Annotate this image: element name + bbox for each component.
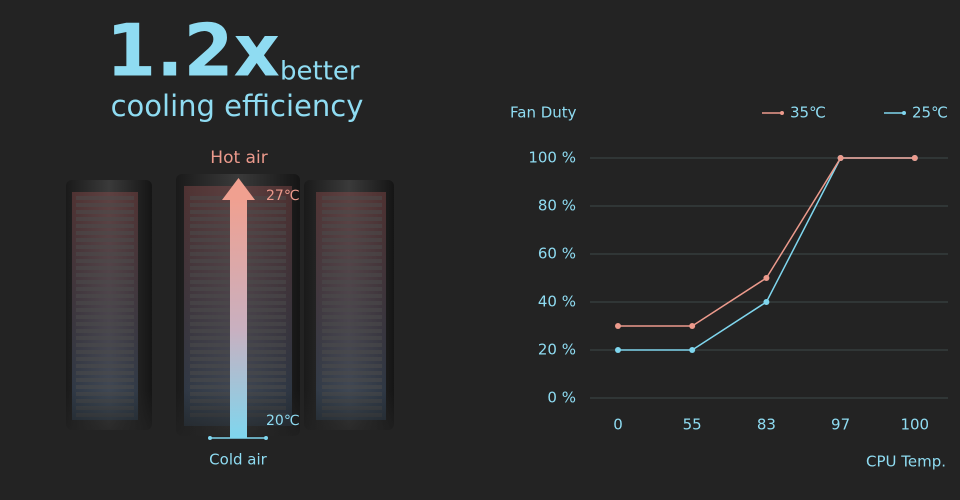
rack-slot (76, 231, 134, 235)
rack-slot (322, 364, 382, 368)
rack-slot (76, 266, 134, 270)
rack-slot (322, 301, 382, 305)
subtitle: cooling efficiency (111, 89, 364, 123)
rack-slot (76, 343, 134, 347)
legend-dot (780, 111, 784, 115)
rack-slot (322, 196, 382, 200)
x-tick-label: 0 (613, 416, 623, 434)
rack-slot (76, 308, 134, 312)
rack-slot (76, 301, 134, 305)
y-tick-label: 0 % (547, 389, 576, 407)
data-point (763, 299, 770, 305)
data-point (837, 155, 844, 161)
rack-slot (322, 315, 382, 319)
rack-slot (76, 385, 134, 389)
rack-slot (322, 308, 382, 312)
x-tick-label: 100 (900, 416, 929, 434)
rack-slot (76, 378, 134, 382)
rack-slot (322, 385, 382, 389)
data-point (689, 347, 696, 353)
rack-slot (322, 273, 382, 277)
rack-slot (76, 357, 134, 361)
rack-slot (322, 280, 382, 284)
legend-label: 35℃ (790, 104, 826, 122)
x-tick-label: 97 (831, 416, 850, 434)
x-tick-label: 55 (683, 416, 702, 434)
rack-slot (322, 294, 382, 298)
bracket-dot (264, 436, 268, 440)
airflow-arrow (230, 198, 247, 438)
y-axis-label: Fan Duty (510, 104, 577, 122)
rack-slot (76, 322, 134, 326)
headline: 1.2x (106, 9, 280, 93)
y-tick-label: 60 % (538, 245, 576, 263)
rack-slot (322, 350, 382, 354)
top-temp: 27℃ (266, 188, 300, 204)
rack-slot (322, 343, 382, 347)
rack-slot (76, 287, 134, 291)
rack-slot (322, 238, 382, 242)
rack-slot (322, 287, 382, 291)
rack-slot (322, 217, 382, 221)
data-point (763, 275, 770, 281)
rack-slot (76, 280, 134, 284)
rack-slot (76, 350, 134, 354)
rack-slot (76, 252, 134, 256)
rack-slot (322, 322, 382, 326)
headline-suffix: better (280, 57, 360, 87)
y-tick-label: 100 % (528, 149, 576, 167)
rack-slot (76, 294, 134, 298)
bottom-temp: 20℃ (266, 413, 300, 429)
data-point (615, 347, 621, 353)
legend-dot (902, 111, 906, 115)
rack-slot (322, 336, 382, 340)
rack-slot (322, 231, 382, 235)
airflow-arrowhead (222, 178, 255, 200)
data-point (911, 155, 918, 161)
hot-label: Hot air (210, 148, 267, 168)
rack-slot (76, 315, 134, 319)
rack-slot (76, 245, 134, 249)
rack-slot (76, 259, 134, 263)
rack-slot (322, 245, 382, 249)
y-tick-label: 80 % (538, 197, 576, 215)
cold-label: Cold air (209, 451, 267, 469)
rack-slot (322, 224, 382, 228)
rack-slot (76, 217, 134, 221)
rack-slot (322, 329, 382, 333)
rack-slot (322, 259, 382, 263)
x-tick-label: 83 (757, 416, 776, 434)
rack-slot (76, 196, 134, 200)
bracket-dot (208, 436, 212, 440)
data-point (615, 323, 621, 329)
rack-slot (76, 364, 134, 368)
rack-slot (76, 203, 134, 207)
rack-slot (76, 273, 134, 277)
rack-slot (322, 252, 382, 256)
rack-slot (76, 238, 134, 242)
rack-slot (76, 336, 134, 340)
rack-slot (322, 203, 382, 207)
x-axis-label: CPU Temp. (866, 453, 946, 471)
plot: 0 % 20 % 40 % 60 % 80 % 100 % 0 55 83 97 100 (528, 149, 948, 434)
rack-slot (322, 371, 382, 375)
rack-slot (322, 378, 382, 382)
rack-slot (322, 266, 382, 270)
rack-slot (322, 210, 382, 214)
rack-slot (76, 329, 134, 333)
rack-slot (76, 210, 134, 214)
data-point (689, 323, 696, 329)
y-tick-label: 20 % (538, 341, 576, 359)
rack-slot (76, 224, 134, 228)
y-tick-label: 40 % (538, 293, 576, 311)
legend-label: 25℃ (912, 104, 948, 122)
rack-slot (76, 371, 134, 375)
rack-slot (322, 357, 382, 361)
